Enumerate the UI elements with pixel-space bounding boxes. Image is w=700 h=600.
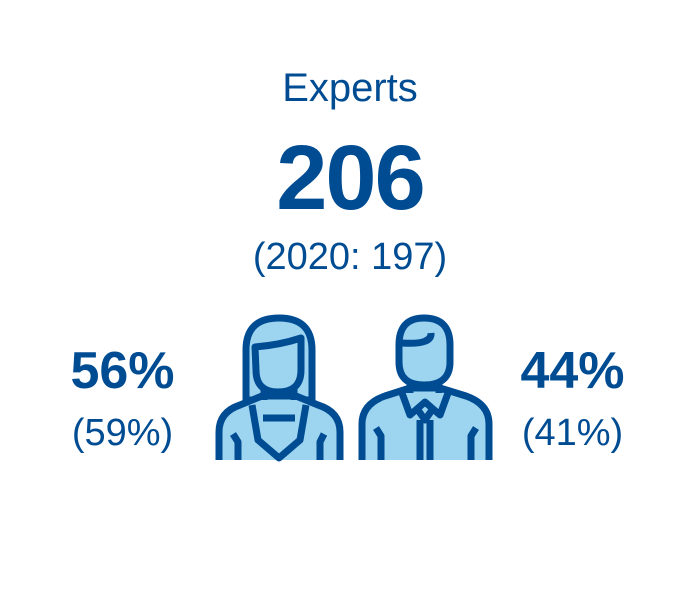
women-previous: (59%) xyxy=(71,412,174,454)
men-percent: 44% xyxy=(520,342,625,400)
previous-count: (2020: 197) xyxy=(252,236,448,278)
women-percent: 56% xyxy=(70,342,175,400)
total-count: 206 xyxy=(276,127,426,229)
man-icon xyxy=(358,314,493,460)
woman-icon xyxy=(215,314,344,462)
men-previous: (41%) xyxy=(521,412,624,454)
title: Experts xyxy=(282,66,418,110)
